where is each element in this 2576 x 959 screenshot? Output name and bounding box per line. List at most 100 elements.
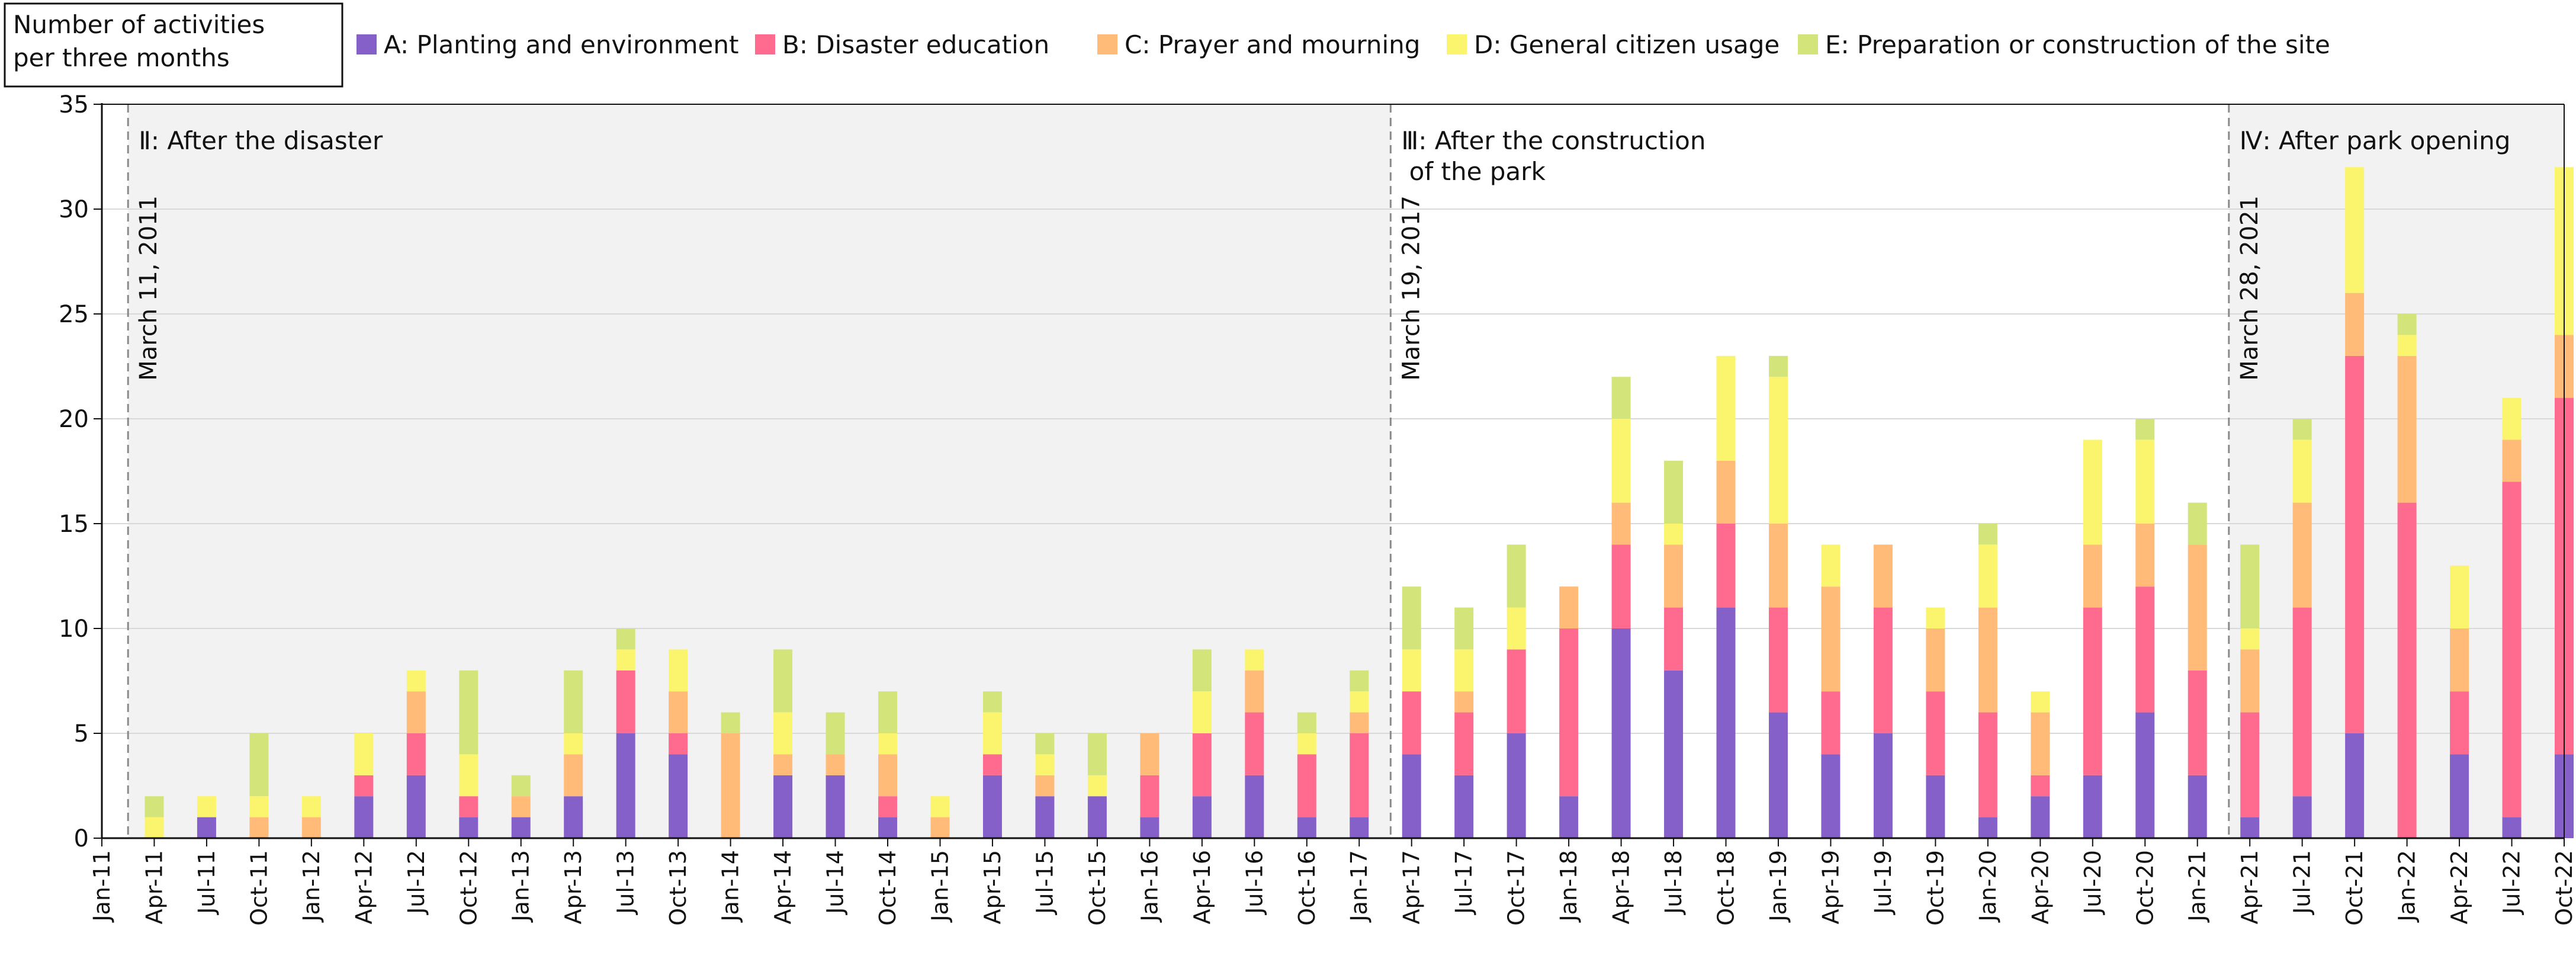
- legend-label-D: D: General citizen usage: [1474, 30, 1780, 59]
- x-tick-label: Apr-14: [770, 850, 796, 924]
- bar-Jan-22-series-D: [2397, 335, 2417, 356]
- bar-Oct-11-series-C: [249, 817, 269, 838]
- bar-Oct-15-series-D: [1087, 775, 1107, 797]
- bar-Jul-18-series-A: [1664, 670, 1684, 838]
- bar-Jul-22-series-B: [2502, 482, 2522, 817]
- event-date-1: March 11, 2011: [135, 195, 162, 381]
- bar-Jan-17-series-A: [1350, 817, 1369, 838]
- bar-Jan-18-series-B: [1559, 628, 1579, 797]
- bar-Jul-12-series-B: [406, 733, 426, 775]
- bar-Oct-14-series-D: [878, 733, 898, 755]
- y-tick-label: 0: [74, 825, 89, 852]
- legend-label-B: B: Disaster education: [782, 30, 1049, 59]
- bar-Apr-13-series-D: [564, 733, 583, 755]
- bar-Jan-19-series-A: [1768, 712, 1788, 838]
- bar-Jan-22-series-B: [2397, 502, 2417, 838]
- x-tick-label: Jan-16: [1136, 850, 1162, 923]
- bar-Jul-14-series-A: [826, 775, 845, 838]
- bar-Apr-19-series-A: [1821, 754, 1841, 838]
- bar-Oct-19-series-D: [1926, 607, 1945, 628]
- bar-Jan-20-series-D: [1978, 544, 1997, 608]
- bar-Apr-11-series-E: [144, 796, 164, 817]
- bar-Apr-18-series-B: [1611, 544, 1631, 628]
- legend-swatch-C: [1097, 34, 1117, 54]
- bar-Apr-14-series-C: [773, 754, 793, 775]
- y-tick-label: 5: [74, 720, 89, 748]
- y-axis-title-line-2: per three months: [13, 43, 230, 72]
- bar-Jan-20-series-B: [1978, 712, 1997, 817]
- bar-Apr-17-series-E: [1402, 586, 1421, 650]
- chart-text: 0 5 10 15 20 25 30 35 Jan-11 Apr-11 Jul-11 Oct-11 Ja…: [4, 2, 2576, 926]
- bar-Apr-21-series-E: [2240, 544, 2260, 628]
- bar-Oct-18-series-A: [1716, 607, 1736, 838]
- bar-Oct-20-series-A: [2135, 712, 2155, 838]
- bar-Jan-21-series-C: [2188, 544, 2207, 671]
- x-tick-label: Jan-22: [2394, 850, 2420, 923]
- bar-Apr-18-series-A: [1611, 628, 1631, 838]
- bar-Jan-19-series-E: [1768, 355, 1788, 377]
- period-2-background: [128, 104, 1391, 838]
- bar-Jan-13-series-A: [511, 817, 531, 838]
- x-tick-label: Oct-19: [1922, 850, 1948, 926]
- bar-Oct-17-series-B: [1507, 649, 1526, 733]
- bar-Jan-20-series-A: [1978, 817, 1997, 838]
- bar-Jul-13-series-E: [616, 628, 635, 650]
- bar-Jan-19-series-D: [1768, 377, 1788, 524]
- y-tick-label: 35: [59, 91, 89, 118]
- bar-Jan-20-series-C: [1978, 607, 1997, 713]
- legend-label-C: C: Prayer and mourning: [1125, 30, 1420, 59]
- x-tick-label: Jan-11: [89, 850, 115, 923]
- legend: A: Planting and environment B: Disaster e…: [356, 30, 2330, 59]
- bar-Apr-18-series-E: [1611, 377, 1631, 419]
- bar-Oct-20-series-E: [2135, 419, 2155, 440]
- bar-Apr-14-series-E: [773, 649, 793, 713]
- x-tick-label: Oct-13: [665, 850, 691, 926]
- bar-Apr-18-series-C: [1611, 502, 1631, 545]
- bar-Jan-14-series-C: [721, 733, 740, 838]
- y-tick-label: 30: [59, 196, 89, 223]
- bar-Oct-18-series-B: [1716, 524, 1736, 608]
- bar-Oct-11-series-E: [249, 733, 269, 797]
- x-tick-label: Jul-22: [2499, 850, 2525, 915]
- x-tick-label: Jul-13: [613, 850, 639, 915]
- bar-Oct-14-series-B: [878, 796, 898, 817]
- bar-Apr-14-series-D: [773, 712, 793, 755]
- event-date-2: March 19, 2017: [1398, 195, 1425, 381]
- bar-Apr-12-series-D: [354, 733, 374, 775]
- bar-Jul-22-series-D: [2502, 397, 2522, 440]
- bar-Jan-22-series-E: [2397, 314, 2417, 335]
- bar-Apr-13-series-C: [564, 754, 583, 797]
- bar-Apr-20-series-B: [2031, 775, 2050, 797]
- stacked-bars: [144, 167, 2574, 838]
- bar-Jan-17-series-B: [1350, 733, 1369, 817]
- bar-Jul-13-series-B: [616, 670, 635, 733]
- bar-Apr-13-series-E: [564, 670, 583, 733]
- x-tick-label: Jul-15: [1032, 850, 1058, 915]
- bar-Oct-18-series-C: [1716, 460, 1736, 524]
- bar-Apr-16-series-D: [1192, 691, 1212, 733]
- bar-Jul-20-series-C: [2083, 544, 2102, 608]
- x-tick-label: Jul-12: [403, 850, 429, 915]
- x-tick-label: Jul-17: [1451, 850, 1477, 915]
- bar-Jul-20-series-A: [2083, 775, 2102, 838]
- bar-Apr-14-series-A: [773, 775, 793, 838]
- x-tick-label: Jul-19: [1870, 850, 1896, 915]
- x-tick-label: Apr-11: [141, 850, 167, 924]
- y-tick-label: 20: [59, 406, 89, 433]
- bar-Oct-17-series-E: [1507, 544, 1526, 608]
- bar-Jul-13-series-A: [616, 733, 635, 838]
- bar-Jul-19-series-B: [1873, 607, 1893, 733]
- bar-Apr-19-series-C: [1821, 586, 1841, 692]
- bar-Jan-12-series-D: [301, 796, 321, 817]
- x-tick-label: Apr-20: [2027, 850, 2053, 924]
- period-label-4: Ⅳ: After park opening: [2240, 126, 2511, 155]
- x-tick-label: Apr-13: [560, 850, 586, 924]
- bar-Jan-22-series-C: [2397, 355, 2417, 503]
- bar-Oct-14-series-C: [878, 754, 898, 797]
- bar-Jul-12-series-C: [406, 691, 426, 733]
- bar-Apr-22-series-C: [2450, 628, 2469, 692]
- bar-Apr-12-series-A: [354, 796, 374, 838]
- bar-Apr-13-series-A: [564, 796, 583, 838]
- x-tick-label: Jan-20: [1975, 850, 2001, 923]
- x-tick-label: Oct-11: [246, 850, 272, 926]
